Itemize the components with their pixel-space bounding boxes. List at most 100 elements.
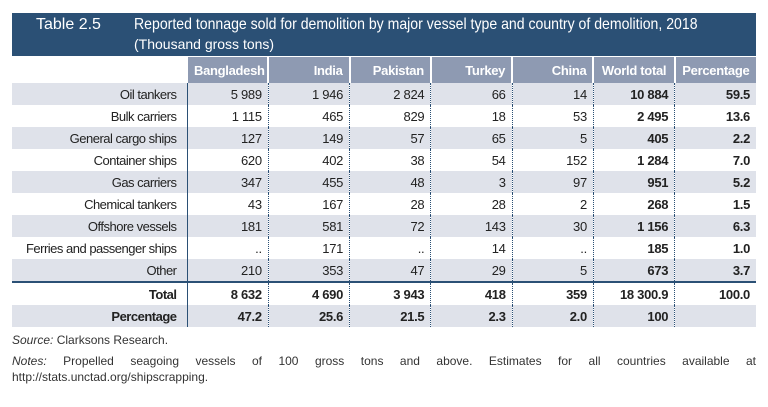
cell: 5 989: [187, 83, 269, 105]
cell: 54: [430, 149, 513, 171]
cell: 829: [349, 105, 431, 127]
row-label: Other: [12, 259, 188, 282]
cell: 402: [267, 149, 350, 171]
notes-text: Propelled seagoing vessels of 100 gross …: [12, 354, 756, 384]
cell: 127: [187, 127, 269, 149]
cell: ..: [511, 237, 594, 259]
cell: 66: [430, 83, 513, 105]
cell: 347: [187, 171, 269, 193]
table-title: Reported tonnage sold for demolition by …: [134, 16, 698, 33]
cell: 673: [592, 259, 675, 282]
row-label: General cargo ships: [12, 127, 188, 149]
cell: 28: [430, 193, 513, 215]
col-header: Turkey: [429, 57, 513, 83]
row-label: Ferries and passenger ships: [12, 237, 188, 259]
cell: 951: [592, 171, 675, 193]
cell: 53: [511, 105, 594, 127]
table-subtitle: (Thousand gross tons): [134, 36, 275, 52]
cell: 6.3: [674, 215, 756, 237]
cell: 7.0: [674, 149, 756, 171]
cell: 581: [267, 215, 350, 237]
cell: 14: [511, 83, 594, 105]
cell: 3.7: [674, 259, 756, 282]
cell: [674, 305, 756, 327]
row-label: Bulk carriers: [12, 105, 188, 127]
source-text: Clarksons Research.: [53, 333, 169, 347]
cell: 1 156: [592, 215, 675, 237]
table-row: Ferries and passenger ships.. 171.. 14.. 18…: [12, 237, 756, 259]
cell: 143: [430, 215, 513, 237]
source-label: Source:: [12, 333, 54, 347]
row-label: Container ships: [12, 149, 188, 171]
cell: 72: [349, 215, 431, 237]
cell: 5: [511, 127, 594, 149]
cell: 1 284: [592, 149, 675, 171]
cell: ..: [255, 240, 262, 256]
cell: 100: [592, 305, 675, 327]
cell: 1 946: [267, 83, 350, 105]
cell: 359: [511, 281, 594, 305]
col-header: Percentage: [673, 57, 756, 83]
cell: 268: [592, 193, 675, 215]
cell: 57: [349, 127, 431, 149]
cell: 13.6: [674, 105, 756, 127]
cell: 14: [430, 237, 513, 259]
table-row: Bulk carriers 1 115 465 829 18 53 2 495 13.6: [12, 105, 756, 127]
cell: 152: [511, 149, 594, 171]
cell: 47: [349, 259, 431, 282]
cell: 100.0: [674, 281, 756, 305]
cell: 465: [267, 105, 350, 127]
notes: Notes: Propelled seagoing vessels of 100…: [12, 353, 756, 385]
cell: 5.2: [674, 171, 756, 193]
cell: 59.5: [674, 83, 756, 105]
cell: 405: [592, 127, 675, 149]
col-header: Pakistan: [348, 57, 431, 83]
row-label: Offshore vessels: [12, 215, 188, 237]
row-label: Chemical tankers: [12, 193, 188, 215]
table-row: Other 210 353 47 29 5 673 3.7: [12, 259, 756, 282]
row-label: Percentage: [12, 305, 188, 327]
table-number: Table 2.5: [36, 16, 101, 33]
cell: 2.3: [430, 305, 513, 327]
header-row: Bangladesh India Pakistan Turkey China W…: [12, 57, 756, 83]
cell: 3: [430, 171, 513, 193]
cell: 185: [592, 237, 675, 259]
cell: 2 824: [349, 83, 431, 105]
cell: 620: [240, 152, 262, 168]
cell: 48: [349, 171, 431, 193]
cell: 10 884: [592, 83, 675, 105]
cell: 25.6: [267, 305, 350, 327]
cell: 2: [511, 193, 594, 215]
cell: 18: [430, 105, 513, 127]
source-note: Source: Clarksons Research.: [12, 333, 756, 348]
row-label: Gas carriers: [12, 171, 188, 193]
percentage-row: Percentage 47.2 25.6 21.5 2.3 2.0 100: [12, 305, 756, 327]
cell: 8 632: [187, 281, 269, 305]
table-title-bar: Table 2.5 Reported tonnage sold for demo…: [12, 13, 756, 56]
col-header: India: [267, 57, 350, 83]
cell: 167: [267, 193, 350, 215]
table-row: General cargo ships 127 149 57 65 5 405 2.2: [12, 127, 756, 149]
col-header: World total: [592, 57, 675, 83]
cell: 210: [187, 259, 269, 282]
title-block: Reported tonnage sold for demolition by …: [134, 16, 756, 52]
table-container: Table 2.5 Reported tonnage sold for demo…: [12, 13, 756, 385]
cell: 97: [511, 171, 594, 193]
cell: 29: [430, 259, 513, 282]
cell: 171: [267, 237, 350, 259]
cell: 43: [247, 196, 262, 212]
cell: 38: [349, 149, 431, 171]
table-row: Chemical tankers 43 167 28 28 2 268 1.5: [12, 193, 756, 215]
col-header: Bangladesh: [185, 57, 269, 83]
cell: 2 495: [592, 105, 675, 127]
cell: 418: [430, 281, 513, 305]
cell: 3 943: [349, 281, 431, 305]
table-row: Offshore vessels 181 581 72 143 30 1 156 6.3: [12, 215, 756, 237]
total-row: Total 8 632 4 690 3 943 418 359 18 300.9 100.0: [12, 281, 756, 305]
cell: 2.0: [511, 305, 594, 327]
cell: 21.5: [349, 305, 431, 327]
data-table: Bangladesh India Pakistan Turkey China W…: [12, 57, 756, 327]
cell: 30: [511, 215, 594, 237]
cell: 18 300.9: [592, 281, 675, 305]
cell: 1.0: [674, 237, 756, 259]
